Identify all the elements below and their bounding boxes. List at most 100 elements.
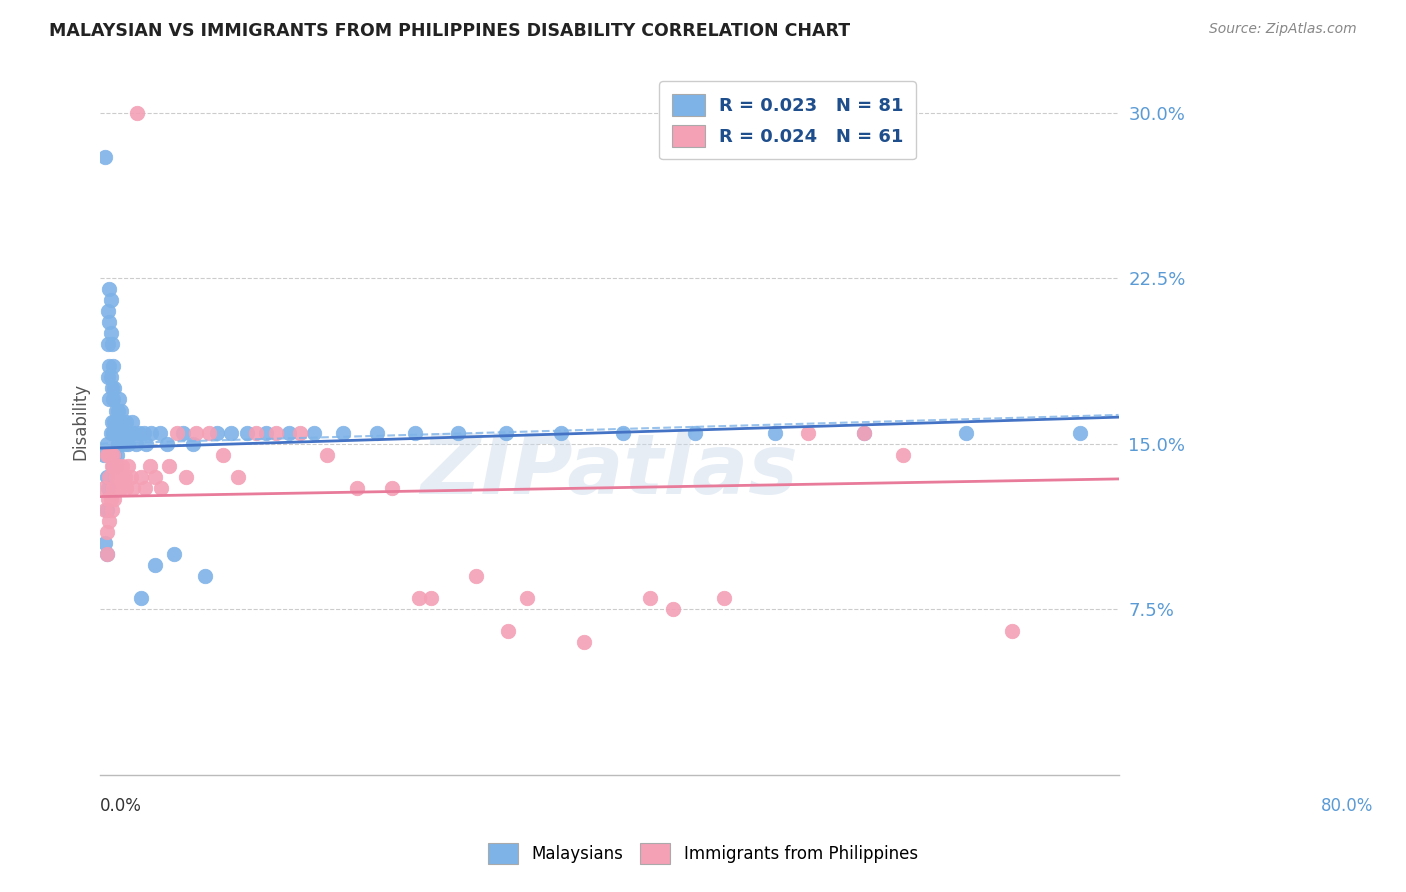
Point — [111, 415, 134, 429]
Point — [108, 469, 131, 483]
Point — [100, 370, 122, 384]
Point — [117, 436, 139, 450]
Point — [264, 425, 287, 440]
Point — [96, 503, 118, 517]
Point — [111, 458, 134, 473]
Point — [115, 425, 138, 440]
Point — [1122, 425, 1144, 440]
Point — [110, 403, 132, 417]
Point — [104, 425, 127, 440]
Point — [103, 458, 125, 473]
Point — [122, 425, 145, 440]
Point — [381, 481, 404, 495]
Point — [94, 503, 117, 517]
Point — [143, 558, 166, 572]
Point — [121, 415, 143, 429]
Point — [1069, 425, 1091, 440]
Point — [101, 392, 124, 407]
Text: 80.0%: 80.0% — [1320, 797, 1374, 815]
Point — [104, 469, 127, 483]
Point — [96, 547, 118, 561]
Point — [101, 458, 124, 473]
Point — [245, 425, 267, 440]
Point — [97, 370, 120, 384]
Point — [516, 591, 538, 605]
Point — [612, 425, 634, 440]
Point — [101, 448, 124, 462]
Point — [302, 425, 325, 440]
Point — [763, 425, 786, 440]
Point — [101, 359, 124, 374]
Point — [550, 425, 572, 440]
Point — [117, 458, 139, 473]
Point — [683, 425, 706, 440]
Point — [93, 481, 115, 495]
Point — [143, 469, 166, 483]
Point — [98, 392, 121, 407]
Point — [107, 436, 129, 450]
Point — [97, 448, 120, 462]
Point — [107, 403, 129, 417]
Point — [134, 481, 156, 495]
Point — [110, 436, 132, 450]
Point — [797, 425, 820, 440]
Legend: R = 0.023   N = 81, R = 0.024   N = 61: R = 0.023 N = 81, R = 0.024 N = 61 — [659, 81, 917, 160]
Point — [114, 481, 136, 495]
Point — [127, 105, 149, 120]
Point — [96, 524, 118, 539]
Y-axis label: Disability: Disability — [72, 383, 89, 460]
Point — [98, 359, 121, 374]
Point — [97, 491, 120, 506]
Text: MALAYSIAN VS IMMIGRANTS FROM PHILIPPINES DISABILITY CORRELATION CHART: MALAYSIAN VS IMMIGRANTS FROM PHILIPPINES… — [49, 22, 851, 40]
Point — [174, 469, 197, 483]
Point — [101, 481, 124, 495]
Point — [101, 425, 124, 440]
Point — [235, 425, 257, 440]
Point — [1001, 624, 1024, 639]
Point — [662, 602, 685, 616]
Point — [207, 425, 229, 440]
Point — [100, 425, 122, 440]
Point — [98, 469, 121, 483]
Point — [114, 469, 136, 483]
Point — [404, 425, 426, 440]
Point — [197, 425, 219, 440]
Point — [332, 425, 354, 440]
Point — [97, 304, 120, 318]
Legend: Malaysians, Immigrants from Philippines: Malaysians, Immigrants from Philippines — [482, 837, 924, 871]
Point — [98, 514, 121, 528]
Point — [122, 481, 145, 495]
Point — [103, 448, 125, 462]
Point — [150, 481, 173, 495]
Point — [288, 425, 311, 440]
Point — [157, 458, 180, 473]
Point — [277, 425, 299, 440]
Point — [103, 415, 125, 429]
Point — [346, 481, 368, 495]
Point — [181, 436, 204, 450]
Point — [98, 282, 121, 296]
Point — [96, 436, 118, 450]
Point — [221, 425, 243, 440]
Point — [129, 469, 152, 483]
Point — [172, 425, 194, 440]
Point — [94, 150, 117, 164]
Point — [105, 415, 128, 429]
Point — [96, 547, 118, 561]
Point — [226, 469, 249, 483]
Point — [713, 591, 735, 605]
Point — [107, 458, 129, 473]
Point — [110, 481, 132, 495]
Text: ZIPatlas: ZIPatlas — [420, 431, 799, 511]
Point — [97, 337, 120, 351]
Point — [98, 315, 121, 329]
Point — [366, 425, 388, 440]
Point — [114, 436, 136, 450]
Point — [100, 448, 122, 462]
Point — [184, 425, 207, 440]
Point — [254, 425, 277, 440]
Point — [94, 536, 117, 550]
Point — [96, 469, 118, 483]
Point — [316, 448, 339, 462]
Point — [135, 436, 157, 450]
